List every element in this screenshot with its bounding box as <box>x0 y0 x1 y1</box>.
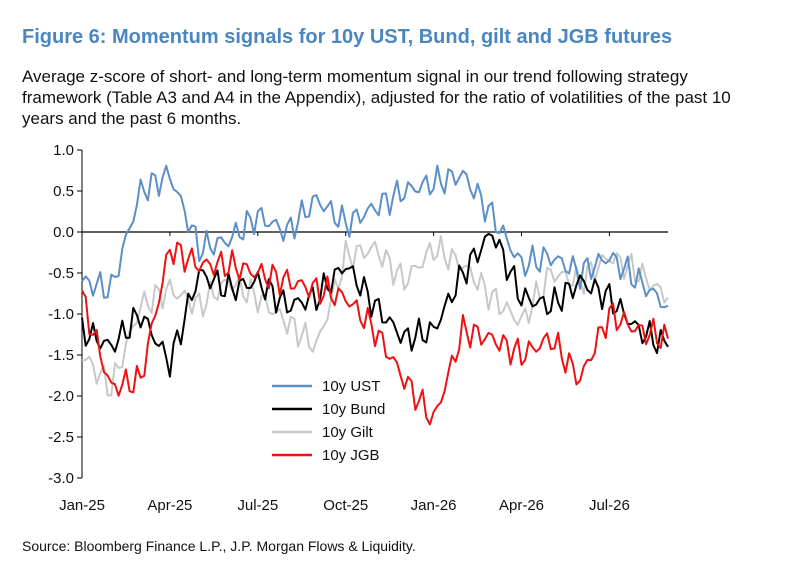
series-line-10y-ust <box>81 164 669 309</box>
chart-legend: 10y UST 10y Bund 10y Gilt 10y JGB <box>272 378 385 464</box>
figure-subtitle: Average z-score of short- and long-term … <box>22 67 731 128</box>
y-tick-label: -2.5 <box>48 429 74 446</box>
legend-label: 10y UST <box>322 378 380 395</box>
chart-series <box>81 164 669 426</box>
series-line-10y-bund <box>81 232 669 378</box>
series-line-10y-jgb <box>81 241 669 426</box>
y-tick-label: 1.0 <box>53 142 74 159</box>
x-tick-label: Jul-25 <box>237 497 278 514</box>
y-tick-label: -1.5 <box>48 347 74 364</box>
chart-axes: 1.0 0.5 0.0 -0.5 -1.0 -1.5 -2.0 -2.5 -3.0 Jan-25 A… <box>48 142 668 514</box>
x-tick-label: Jul-26 <box>589 497 630 514</box>
figure-title: Figure 6: Momentum signals for 10y UST, … <box>22 26 673 48</box>
y-tick-label: -0.5 <box>48 265 74 282</box>
y-tick-label: 0.0 <box>53 224 74 241</box>
y-tick-label: -2.0 <box>48 388 74 405</box>
x-tick-label: Oct-25 <box>323 497 368 514</box>
y-tick-label: -1.0 <box>48 306 74 323</box>
figure-source: Source: Bloomberg Finance L.P., J.P. Mor… <box>22 538 416 554</box>
x-tick-label: Jan-25 <box>59 497 105 514</box>
y-tick-label: -3.0 <box>48 470 74 487</box>
x-tick-label: Apr-26 <box>499 497 544 514</box>
legend-label: 10y Bund <box>322 401 385 418</box>
y-tick-label: 0.5 <box>53 183 74 200</box>
x-tick-label: Jan-26 <box>411 497 457 514</box>
legend-label: 10y JGB <box>322 447 380 464</box>
x-tick-label: Apr-25 <box>147 497 192 514</box>
legend-label: 10y Gilt <box>322 424 374 441</box>
